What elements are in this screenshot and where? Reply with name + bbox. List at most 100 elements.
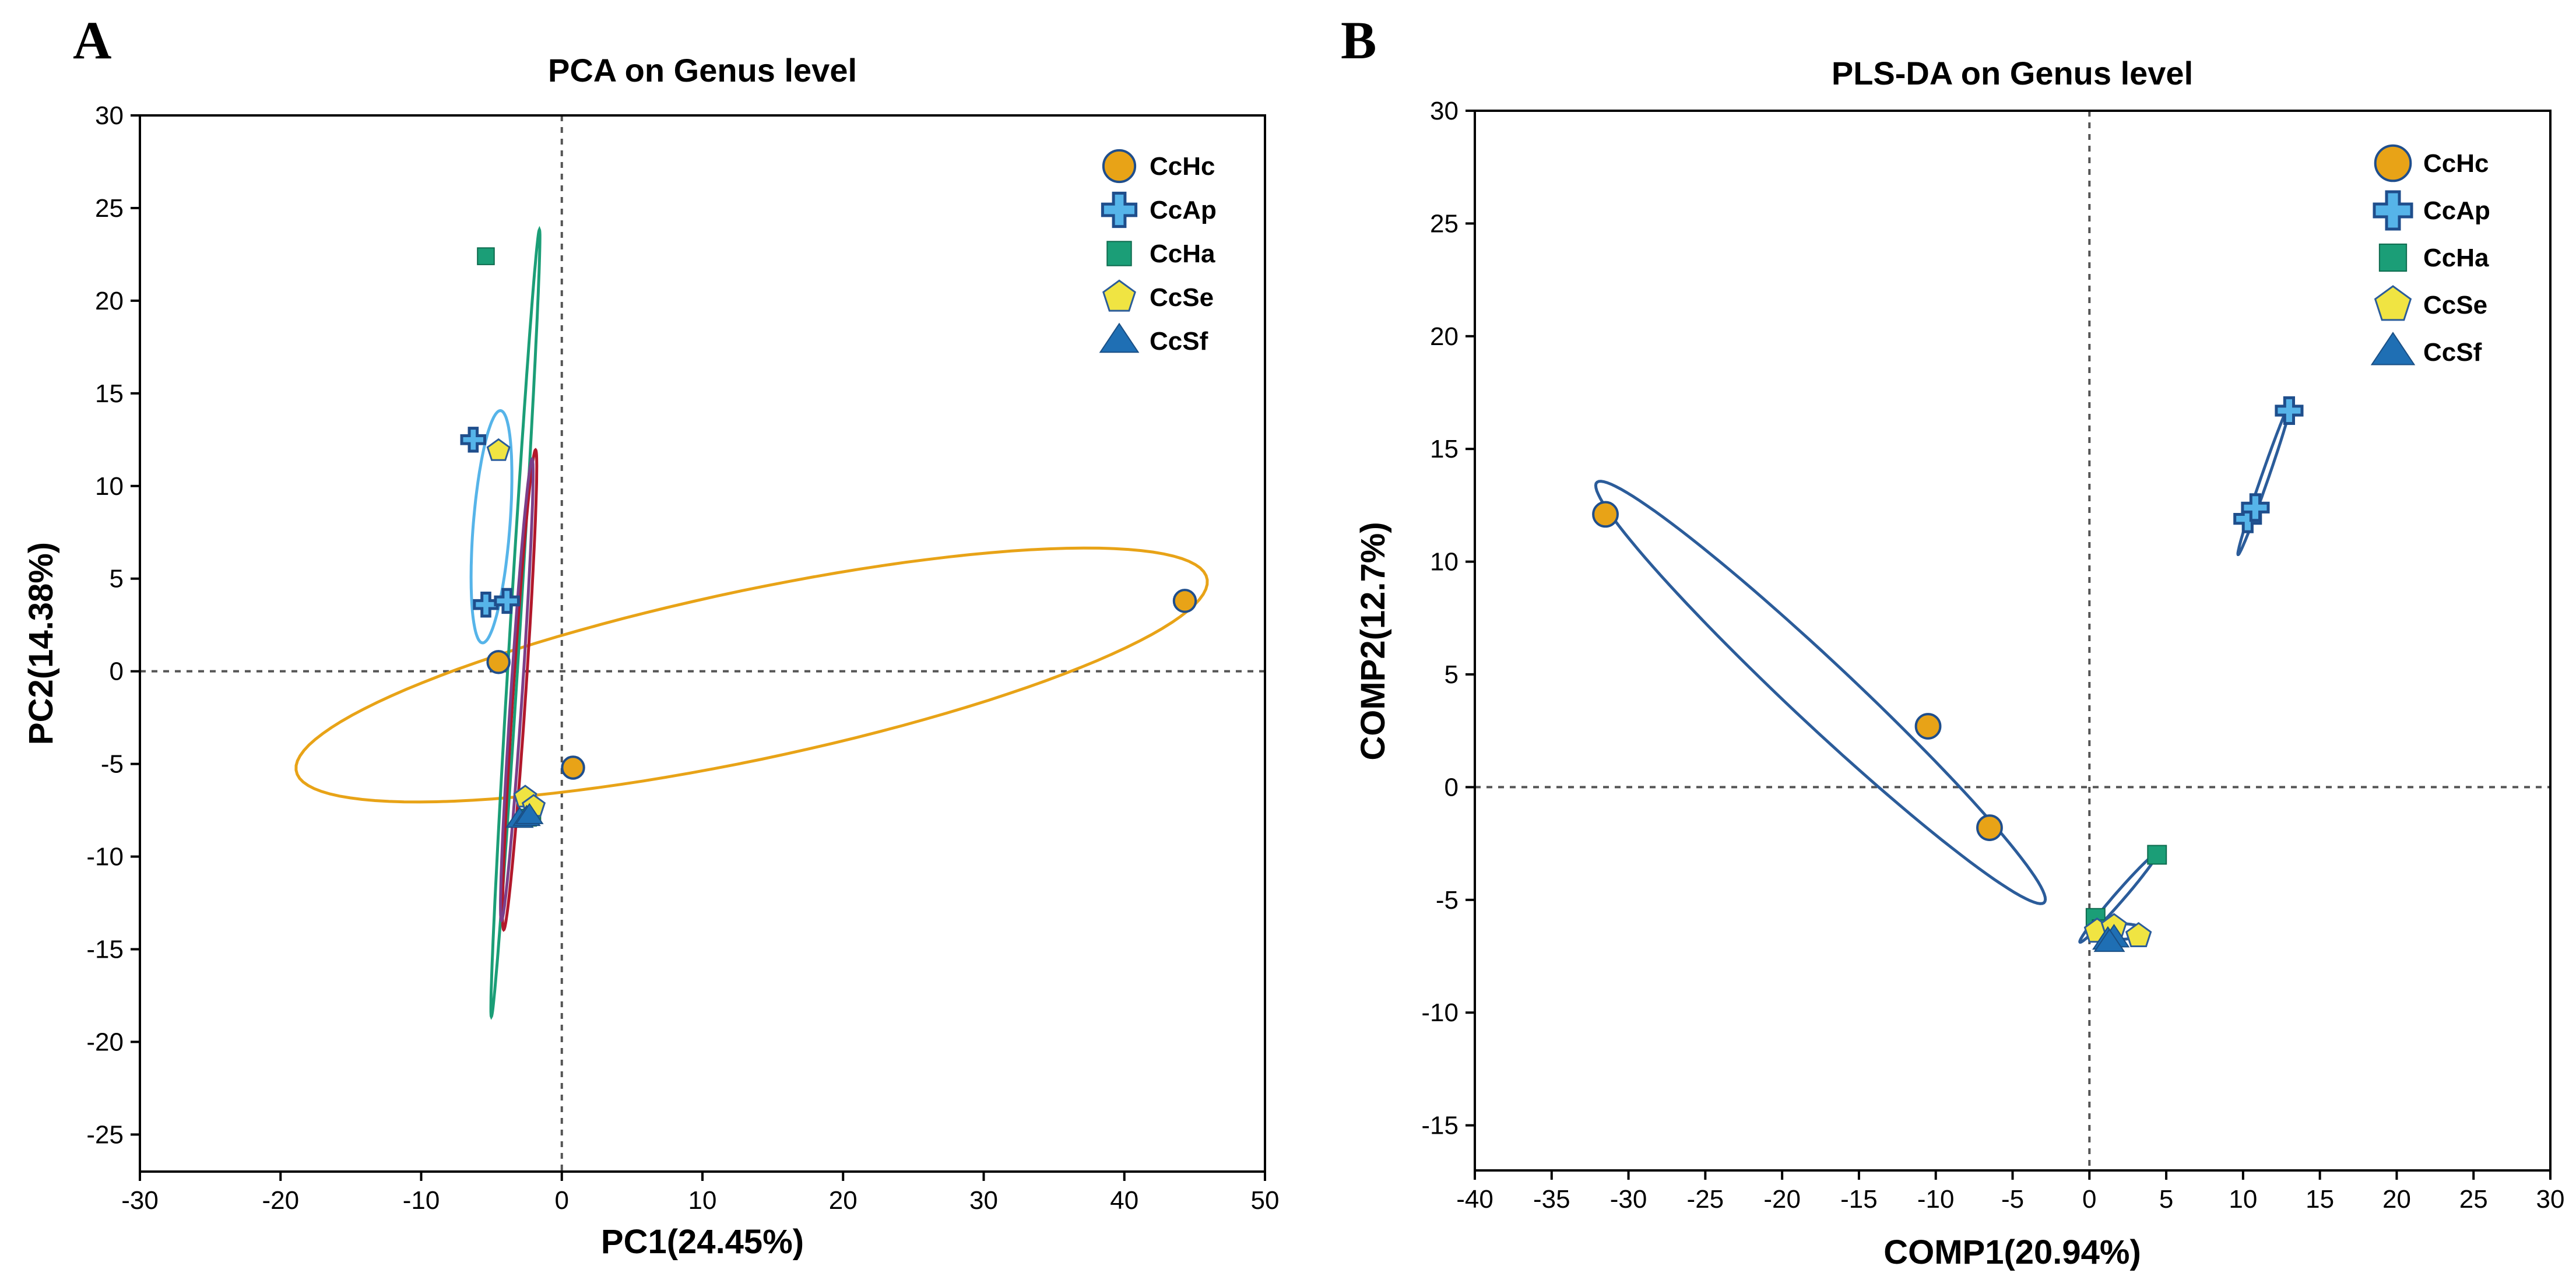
point-ccap xyxy=(2241,493,2270,522)
ellipse-ccha xyxy=(2078,851,2159,944)
legend-marker-ccap xyxy=(1101,191,1138,228)
legend-marker-ccse xyxy=(2374,285,2412,321)
y-tick-label: 30 xyxy=(95,101,124,130)
y-tick-label: 5 xyxy=(110,565,124,593)
ellipse-cchc xyxy=(294,546,1209,804)
chart-title-a: PCA on Genus level xyxy=(548,52,857,89)
y-tick-label: 0 xyxy=(1445,773,1459,801)
y-tick-label: 10 xyxy=(95,472,124,501)
x-ticks-b: -40 -35 -30 -25 -20 -15 -10 -5 0 5 10 15 20 25 30 xyxy=(1456,1170,2564,1214)
legend-marker-ccap xyxy=(2373,190,2413,231)
x-axis-label-a: PC1(24.45%) xyxy=(601,1223,804,1261)
ellipse-ccap xyxy=(2236,400,2293,556)
point-ccap xyxy=(2275,396,2304,425)
y-tick-label: 25 xyxy=(1430,209,1459,238)
y-tick-label: -5 xyxy=(101,750,124,779)
y-tick-label: 20 xyxy=(1430,322,1459,351)
y-ticks-a: -25 -20 -15 -10 -5 0 5 10 15 20 25 30 xyxy=(86,101,140,1149)
x-tick-label: 30 xyxy=(2536,1185,2565,1214)
y-tick-label: 30 xyxy=(1430,97,1459,125)
x-tick-label: 0 xyxy=(555,1186,569,1215)
x-tick-label: -15 xyxy=(1840,1185,1878,1214)
ellipse-ccap xyxy=(469,409,514,645)
x-tick-label: 20 xyxy=(829,1186,858,1215)
panel-letter-b: B xyxy=(1341,10,1376,70)
legend-label-cchc: CcHc xyxy=(1150,152,1215,181)
point-ccap xyxy=(460,427,486,453)
x-tick-label: 10 xyxy=(688,1186,717,1215)
y-tick-label: 5 xyxy=(1445,660,1459,689)
x-tick-label: -25 xyxy=(1687,1185,1724,1214)
y-axis-label-a: PC2(14.38%) xyxy=(22,542,60,745)
legend-label-cchc: CcHc xyxy=(2423,149,2489,178)
point-ccsf xyxy=(515,803,544,824)
x-tick-label: -20 xyxy=(1763,1185,1801,1214)
x-tick-label: 10 xyxy=(2229,1185,2257,1214)
legend-marker-ccsf xyxy=(1099,322,1140,353)
point-ccap xyxy=(473,592,499,618)
y-tick-label: 0 xyxy=(110,657,124,686)
y-tick-label: -10 xyxy=(86,843,124,871)
ellipses-b xyxy=(1594,400,2293,947)
x-tick-label: 15 xyxy=(2306,1185,2334,1214)
y-tick-label: 15 xyxy=(95,379,124,408)
x-tick-label: -10 xyxy=(403,1186,440,1215)
y-tick-label: 20 xyxy=(95,287,124,315)
panel-letter-a: A xyxy=(73,10,111,70)
points-b xyxy=(1592,396,2304,952)
plot-frame-a xyxy=(139,114,1266,1173)
point-cchc xyxy=(561,755,585,780)
legend-marker-ccha xyxy=(1106,241,1132,266)
point-ccha xyxy=(477,247,495,265)
x-tick-label: 25 xyxy=(2459,1185,2488,1214)
x-tick-label: 20 xyxy=(2382,1185,2411,1214)
legend-label-ccsf: CcSf xyxy=(2423,338,2482,367)
legend-marker-cchc xyxy=(2374,144,2412,182)
x-tick-label: -40 xyxy=(1456,1185,1493,1214)
x-tick-label: -5 xyxy=(2001,1185,2024,1214)
point-cchc xyxy=(1592,501,1619,528)
point-cchc xyxy=(1914,713,1942,740)
x-tick-label: 5 xyxy=(2159,1185,2173,1214)
x-tick-label: -30 xyxy=(121,1186,159,1215)
y-tick-label: -25 xyxy=(86,1120,124,1149)
legend-label-ccha: CcHa xyxy=(1150,240,1215,268)
y-tick-label: -10 xyxy=(1421,998,1459,1027)
x-tick-label: -10 xyxy=(1917,1185,1955,1214)
chart-title-b: PLS-DA on Genus level xyxy=(1832,55,2193,92)
x-tick-label: 0 xyxy=(2082,1185,2096,1214)
y-tick-label: 10 xyxy=(1430,548,1459,576)
point-cchc xyxy=(486,650,511,674)
y-tick-label: -15 xyxy=(1421,1112,1459,1140)
y-tick-label: -20 xyxy=(86,1028,124,1056)
legend-label-ccsf: CcSf xyxy=(1150,327,1208,356)
legend-marker-ccse xyxy=(1102,279,1136,312)
y-tick-label: 15 xyxy=(1430,435,1459,463)
y-axis-label-b: COMP2(12.7%) xyxy=(1354,522,1392,760)
point-ccsf xyxy=(2093,928,2125,952)
x-axis-label-b: COMP1(20.94%) xyxy=(1883,1233,2141,1271)
panel-b: B PLS-DA on Genus level -40 -35 -30 -25 -20-… xyxy=(1341,10,2564,1271)
point-cchc xyxy=(1976,814,2003,841)
point-ccse xyxy=(486,438,511,461)
legend-a: CcHc CcAp CcHa CcSe CcSf xyxy=(1099,149,1217,356)
x-tick-label: -35 xyxy=(1533,1185,1570,1214)
legend-b: CcHc CcAp CcHa CcSe CcSf xyxy=(2370,144,2490,367)
x-tick-label: 30 xyxy=(969,1186,998,1215)
legend-marker-cchc xyxy=(1102,149,1137,184)
y-ticks-b: -15 -10 -5 0 5 10 15 20 25 30 xyxy=(1421,97,1475,1140)
ellipse-ccse xyxy=(501,448,539,932)
legend-label-ccap: CcAp xyxy=(2423,196,2490,225)
ellipse-ccsf xyxy=(499,456,535,923)
point-ccha xyxy=(2147,845,2167,865)
points-a xyxy=(460,247,1197,828)
legend-label-ccse: CcSe xyxy=(1150,283,1214,312)
y-tick-label: -5 xyxy=(1436,886,1459,915)
legend-marker-ccsf xyxy=(2370,332,2416,365)
legend-label-ccha: CcHa xyxy=(2423,244,2489,272)
x-tick-label: -20 xyxy=(262,1186,299,1215)
legend-label-ccse: CcSe xyxy=(2423,291,2487,319)
x-ticks-a: -30 -20 -10 0 10 20 30 40 50 xyxy=(121,1172,1279,1215)
legend-label-ccap: CcAp xyxy=(1150,196,1217,224)
